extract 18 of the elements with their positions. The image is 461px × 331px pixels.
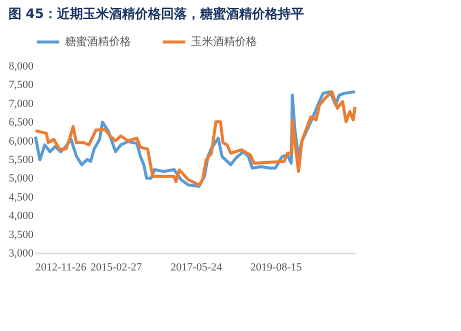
x-tick-label: 2015-02-27 [90, 262, 142, 274]
chart-title: 图 45：近期玉米酒精价格回落，糖蜜酒精价格持平 [8, 6, 304, 22]
y-tick-label: 8,000 [8, 60, 34, 72]
y-tick-label: 3,500 [8, 228, 34, 241]
y-tick-label: 5,000 [8, 172, 34, 185]
y-tick-label: 7,500 [8, 79, 34, 92]
x-tick-label: 2019-08-15 [250, 262, 302, 274]
y-tick-label: 3,000 [8, 248, 34, 260]
x-tick-label: 2017-05-24 [170, 262, 222, 274]
y-tick-label: 4,500 [8, 191, 34, 204]
legend-label: 糖蜜酒精价格 [65, 35, 131, 48]
y-tick-label: 6,500 [8, 116, 34, 129]
y-tick-label: 6,000 [8, 135, 34, 148]
legend-label: 玉米酒精价格 [191, 35, 257, 48]
y-tick-label: 4,000 [8, 210, 34, 222]
y-tick-label: 5,500 [8, 154, 34, 166]
y-tick-label: 7,000 [8, 98, 34, 110]
x-tick-label: 2012-11-26 [36, 262, 87, 274]
